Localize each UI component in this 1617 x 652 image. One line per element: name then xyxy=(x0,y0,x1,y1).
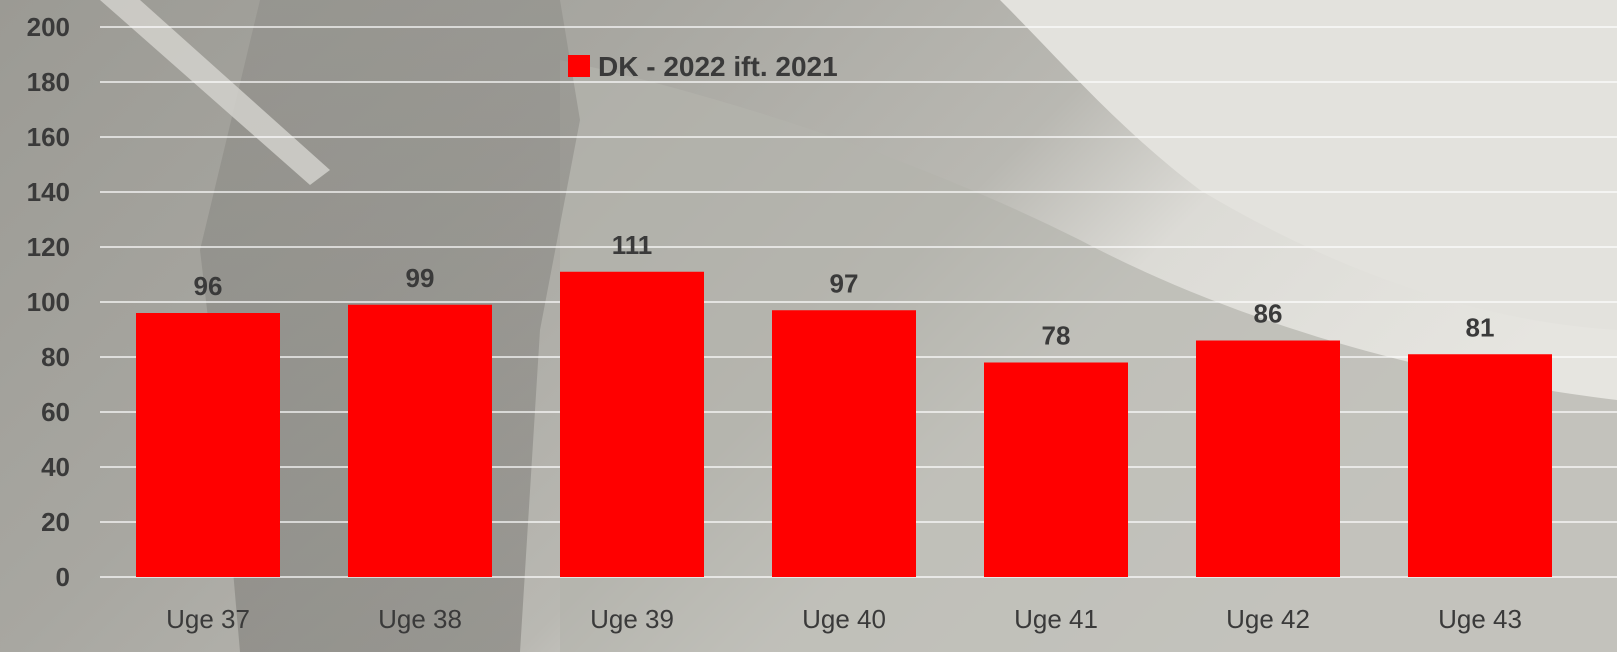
data-label: 78 xyxy=(1042,321,1071,351)
bar-uge-40 xyxy=(772,310,916,577)
y-tick-label: 20 xyxy=(41,507,70,537)
data-label: 81 xyxy=(1466,312,1495,342)
x-tick-label: Uge 37 xyxy=(166,604,250,634)
y-axis-tick-labels: 0 20 40 60 80 100 120 140 160 180 200 xyxy=(27,12,70,592)
bars xyxy=(136,271,1552,577)
legend: DK - 2022 ift. 2021 xyxy=(568,51,838,82)
data-label: 111 xyxy=(612,230,653,260)
x-tick-label: Uge 43 xyxy=(1438,604,1522,634)
x-axis-tick-labels: Uge 37 Uge 38 Uge 39 Uge 40 Uge 41 Uge 42 Uge … xyxy=(166,604,1522,634)
legend-swatch xyxy=(568,55,590,77)
x-tick-label: Uge 39 xyxy=(590,604,674,634)
legend-label: DK - 2022 ift. 2021 xyxy=(598,51,838,82)
y-tick-label: 80 xyxy=(41,342,70,372)
y-tick-label: 100 xyxy=(27,287,70,317)
bar-uge-37 xyxy=(136,313,280,577)
background-staff-shape xyxy=(100,0,330,185)
bar-uge-41 xyxy=(984,362,1128,577)
x-tick-label: Uge 42 xyxy=(1226,604,1310,634)
data-label: 96 xyxy=(194,271,223,301)
data-label: 97 xyxy=(830,268,859,298)
y-tick-label: 60 xyxy=(41,397,70,427)
data-label: 86 xyxy=(1254,299,1283,329)
y-tick-label: 140 xyxy=(27,177,70,207)
x-tick-label: Uge 38 xyxy=(378,604,462,634)
y-tick-label: 120 xyxy=(27,232,70,262)
y-tick-label: 160 xyxy=(27,122,70,152)
y-tick-label: 40 xyxy=(41,452,70,482)
bar-uge-42 xyxy=(1196,340,1340,577)
y-tick-label: 200 xyxy=(27,12,70,42)
data-labels: 96 99 111 97 78 86 81 xyxy=(194,230,1495,351)
y-tick-label: 180 xyxy=(27,67,70,97)
bar-uge-38 xyxy=(348,304,492,577)
x-tick-label: Uge 41 xyxy=(1014,604,1098,634)
bar-uge-43 xyxy=(1408,354,1552,577)
data-label: 99 xyxy=(406,263,435,293)
x-tick-label: Uge 40 xyxy=(802,604,886,634)
bar-uge-39 xyxy=(560,271,704,577)
y-tick-label: 0 xyxy=(56,562,70,592)
